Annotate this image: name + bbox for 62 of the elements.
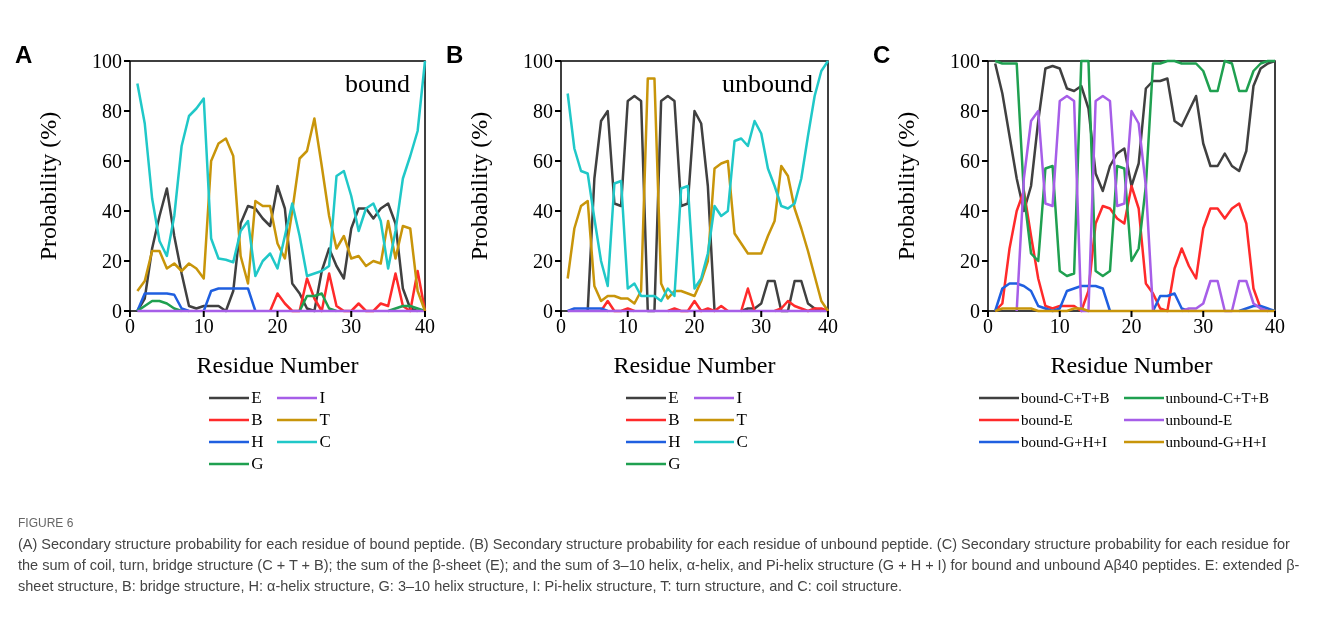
- y-tick-label: 40: [102, 200, 122, 223]
- legend-label: unbound-G+H+I: [1165, 433, 1267, 451]
- x-axis-title: Residue Number: [613, 352, 776, 378]
- x-tick-label: 30: [341, 315, 362, 338]
- y-tick-label: 20: [102, 250, 122, 273]
- annotation: unbound: [722, 69, 813, 99]
- y-tick-label: 0: [112, 300, 122, 323]
- annotation: bound: [345, 69, 410, 99]
- x-tick-label: 40: [1265, 315, 1285, 338]
- x-tick-label: 30: [1193, 315, 1214, 338]
- legend-label: C: [319, 432, 331, 452]
- x-tick-label: 20: [1121, 315, 1142, 338]
- x-tick-label: 10: [193, 315, 214, 338]
- legend-label: C: [736, 432, 748, 452]
- legend-label: I: [736, 388, 743, 408]
- y-tick-label: 0: [543, 300, 553, 323]
- legend-label: B: [668, 410, 680, 430]
- x-tick-label: 40: [415, 315, 435, 338]
- y-tick-label: 0: [970, 300, 980, 323]
- y-tick-label: 100: [523, 50, 553, 73]
- legend-label: G: [251, 454, 264, 474]
- legend-label: unbound-C+T+B: [1165, 389, 1270, 407]
- chart-title: C: [873, 41, 891, 69]
- legend-label: bound-E: [1020, 411, 1073, 429]
- y-tick-label: 80: [533, 100, 553, 123]
- y-tick-label: 100: [950, 50, 980, 73]
- legend-label: H: [251, 432, 264, 452]
- x-tick-label: 30: [751, 315, 772, 338]
- legend-label: E: [668, 388, 679, 408]
- legend-label: bound-C+T+B: [1020, 389, 1110, 407]
- text: (A) Secondary structure probability for each residue of bound peptide. (B) Secondary structure probability for each residue of unbound peptide. (C) Secondary structure probability for each residue for the sum of coil, turn, bridge structure (C + T + B); the sum of the β-sheet (E); and the sum of 3–10 helix, α-helix, and Pi-helix structure (G + H + I) for bound and unbound Aβ40 peptides. E: extended β-sheet structure, B: bridge structure, H: α-helix structure, G: 3–10 helix structure, I: Pi-helix structure, T: turn structure, and C: coil structure.: [18, 535, 1301, 596]
- chart-title: B: [446, 41, 464, 69]
- y-tick-label: 60: [960, 150, 980, 173]
- y-tick-label: 40: [960, 200, 980, 223]
- x-axis-title: Residue Number: [196, 352, 359, 378]
- legend-label: H: [668, 432, 681, 452]
- x-tick-label: 20: [267, 315, 288, 338]
- y-tick-label: 80: [102, 100, 122, 123]
- legend-label: B: [251, 410, 263, 430]
- legend-label: bound-G+H+I: [1020, 433, 1107, 451]
- x-tick-label: 10: [1049, 315, 1070, 338]
- y-tick-label: 20: [960, 250, 980, 273]
- legend-label: E: [251, 388, 262, 408]
- line-series: [136, 59, 427, 278]
- legend-label: G: [668, 454, 681, 474]
- legend-label: unbound-E: [1165, 411, 1233, 429]
- y-tick-label: 40: [533, 200, 553, 223]
- caption: FIGURE 6: [18, 516, 75, 530]
- x-tick-label: 10: [617, 315, 638, 338]
- y-tick-label: 60: [102, 150, 122, 173]
- x-tick-label: 20: [684, 315, 705, 338]
- legend-label: T: [319, 410, 330, 430]
- legend-label: I: [319, 388, 326, 408]
- x-tick-label: 40: [818, 315, 838, 338]
- y-tick-label: 20: [533, 250, 553, 273]
- x-axis-title: Residue Number: [1050, 352, 1213, 378]
- y-tick-label: 80: [960, 100, 980, 123]
- y-tick-label: 60: [533, 150, 553, 173]
- legend-label: T: [736, 410, 747, 430]
- chart-title: A: [15, 41, 33, 69]
- y-tick-label: 100: [92, 50, 122, 73]
- line-series: [136, 117, 427, 313]
